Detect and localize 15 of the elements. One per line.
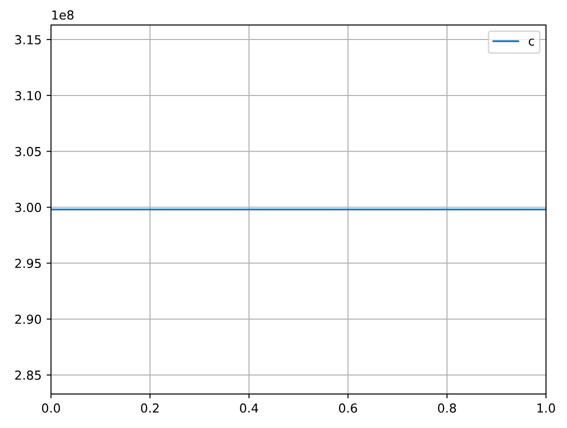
- legend-label: c: [528, 38, 534, 46]
- x-tick-label: 0.4: [240, 403, 258, 413]
- x-tick-label: 0.8: [438, 403, 456, 413]
- text: 1e8: [52, 10, 74, 20]
- x-tick-label: 0.6: [338, 403, 358, 413]
- y-tick-label: 3.10: [15, 90, 42, 100]
- x-tick-label: 0.0: [42, 403, 60, 413]
- y-tick-label: 3.15: [15, 35, 41, 44]
- y-tick-label: 3.05: [15, 146, 41, 156]
- y-tick-label: 2.90: [15, 314, 42, 324]
- y-tick-label: 2.95: [15, 258, 41, 268]
- x-tick-label: 1.0: [538, 403, 556, 413]
- x-tick-label: 0.2: [140, 403, 159, 413]
- y-tick-label: 3.00: [15, 202, 42, 212]
- y-tick-label: 2.85: [15, 370, 41, 380]
